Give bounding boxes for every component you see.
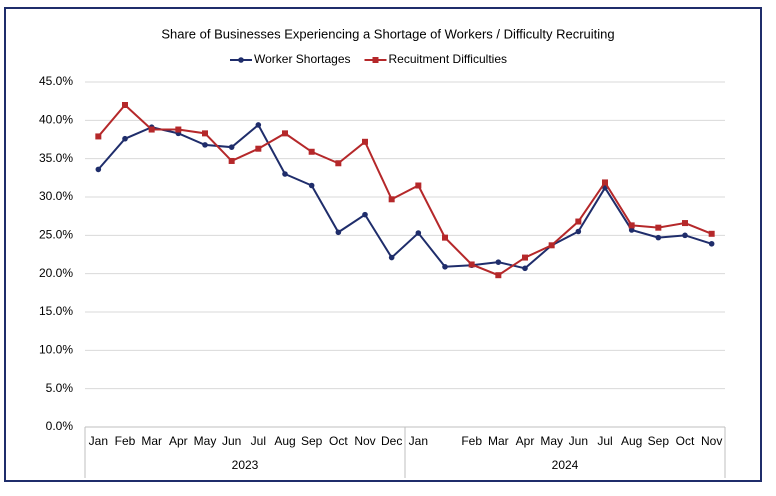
x-tick-label: Jun — [569, 434, 588, 448]
x-tick-label: Apr — [516, 434, 535, 448]
data-point — [228, 144, 235, 150]
y-tick-label: 30.0% — [39, 189, 73, 203]
data-point — [442, 263, 448, 270]
x-group-label: 2023 — [232, 458, 259, 472]
data-point — [228, 157, 235, 164]
data-point — [175, 126, 182, 133]
data-point — [415, 230, 422, 236]
x-group-label: 2024 — [552, 458, 579, 472]
data-point — [362, 211, 368, 218]
data-point — [548, 242, 555, 249]
x-tick-label: Mar — [488, 434, 509, 448]
data-point — [202, 142, 208, 148]
data-point — [468, 261, 475, 268]
chart-title: Share of Businesses Experiencing a Short… — [161, 26, 614, 41]
data-point — [282, 130, 288, 137]
data-point — [495, 259, 502, 265]
x-tick-label: Jan — [89, 434, 108, 448]
x-tick-label: Mar — [141, 434, 162, 448]
x-tick-label: Oct — [329, 434, 348, 448]
y-tick-label: 35.0% — [39, 151, 73, 165]
x-tick-label: Jun — [222, 434, 241, 448]
data-point — [308, 148, 315, 155]
data-point — [282, 171, 288, 177]
x-tick-label: May — [194, 434, 217, 448]
y-tick-label: 15.0% — [39, 304, 73, 318]
data-point — [122, 102, 128, 108]
x-tick-label: Nov — [354, 434, 375, 448]
data-point — [442, 234, 448, 241]
data-point — [602, 179, 608, 186]
data-point — [628, 222, 635, 229]
data-point — [415, 182, 422, 189]
data-point — [122, 135, 128, 142]
data-point — [682, 220, 688, 227]
data-point — [522, 254, 528, 261]
legend-label: Worker Shortages — [254, 52, 351, 66]
y-tick-label: 20.0% — [39, 266, 73, 280]
data-point — [388, 254, 395, 261]
x-tick-label: Jul — [597, 434, 612, 448]
data-point — [575, 228, 582, 235]
data-point — [628, 227, 635, 233]
x-tick-label: Jul — [251, 434, 266, 448]
y-tick-label: 40.0% — [39, 113, 73, 127]
y-tick-label: 45.0% — [39, 74, 73, 88]
data-point — [148, 126, 155, 133]
data-point — [95, 133, 102, 140]
data-point — [522, 265, 528, 272]
data-point — [655, 224, 662, 231]
x-tick-label: Feb — [461, 434, 482, 448]
y-tick-label: 0.0% — [46, 419, 74, 433]
data-point — [335, 229, 342, 236]
y-tick-label: 5.0% — [46, 381, 74, 395]
legend-label: Recuitment Difficulties — [389, 52, 508, 66]
y-tick-label: 10.0% — [39, 343, 73, 357]
series-line — [97, 123, 712, 270]
x-tick-label: Sep — [301, 434, 323, 448]
y-tick-label: 25.0% — [39, 228, 73, 242]
x-tick-label: Aug — [621, 434, 642, 448]
data-point — [388, 196, 395, 203]
data-point — [575, 218, 582, 225]
data-point — [95, 166, 102, 173]
x-tick-label: May — [540, 434, 563, 448]
x-tick-label: Nov — [701, 434, 722, 448]
legend-marker — [238, 57, 244, 63]
data-point — [255, 145, 262, 152]
data-point — [708, 240, 715, 247]
x-tick-label: Feb — [115, 434, 136, 448]
x-tick-label: Dec — [381, 434, 402, 448]
x-tick-label: Sep — [648, 434, 670, 448]
series-line — [97, 103, 713, 277]
data-point — [335, 160, 342, 167]
x-tick-label: Jan — [409, 434, 428, 448]
data-point — [708, 230, 715, 237]
data-point — [655, 234, 662, 241]
data-point — [308, 182, 315, 189]
data-point — [255, 122, 262, 128]
data-point — [682, 232, 688, 239]
data-point — [495, 272, 502, 279]
x-tick-label: Aug — [274, 434, 295, 448]
data-point — [202, 130, 208, 137]
x-tick-label: Oct — [676, 434, 695, 448]
x-tick-label: Apr — [169, 434, 188, 448]
legend-marker — [372, 57, 379, 63]
data-point — [362, 138, 368, 145]
